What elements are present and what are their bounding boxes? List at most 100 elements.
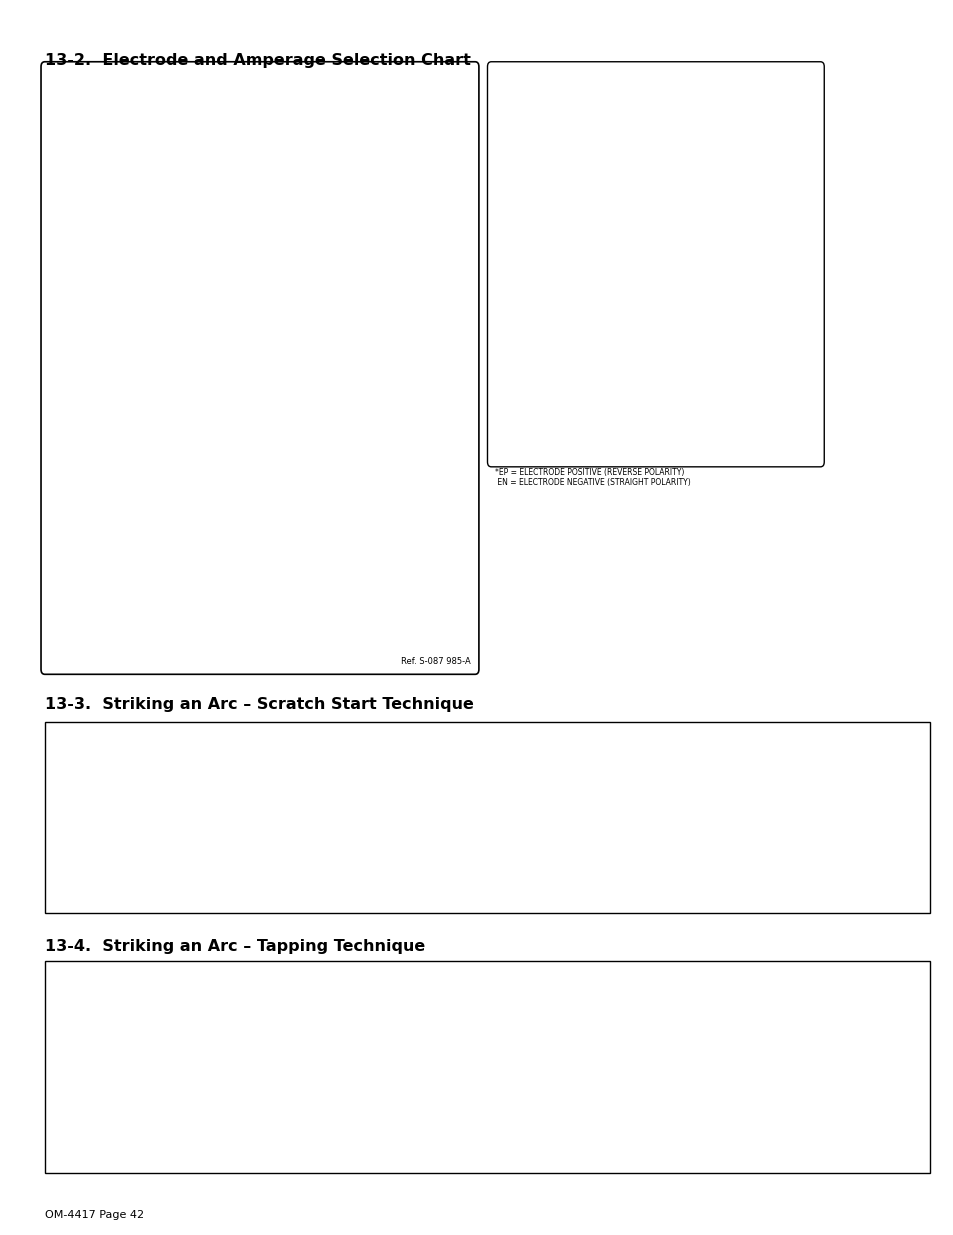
Bar — [176, 247, 200, 257]
Text: 1/8: 1/8 — [129, 353, 141, 362]
Text: 13-2.  Electrode and Amperage Selection Chart: 13-2. Electrode and Amperage Selection C… — [45, 53, 470, 68]
Text: S-0049: S-0049 — [883, 893, 918, 903]
Text: 5/64: 5/64 — [126, 248, 143, 257]
Text: ALL: ALL — [607, 246, 623, 254]
Text: 3: 3 — [360, 862, 369, 876]
Bar — [211, 273, 249, 284]
Text: 3/32: 3/32 — [126, 261, 143, 269]
Text: 13-3.  Striking an Arc – Scratch Start Technique: 13-3. Striking an Arc – Scratch Start Te… — [45, 697, 474, 711]
Bar — [242, 194, 297, 205]
Text: CAST IRON: CAST IRON — [729, 396, 775, 406]
Text: 3/32: 3/32 — [126, 496, 143, 506]
Text: Drag electrode across workpiece
like striking a match; lift electrode
slightly a: Drag electrode across workpiece like str… — [615, 782, 794, 858]
Text: LOW HYDROGEN,
STRONG: LOW HYDROGEN, STRONG — [715, 316, 788, 336]
Bar — [304, 326, 380, 336]
Bar — [211, 168, 249, 179]
Bar — [207, 417, 234, 429]
Polygon shape — [160, 1026, 514, 1063]
Text: 3/16: 3/16 — [126, 458, 143, 467]
Bar — [245, 510, 287, 520]
Text: 1: 1 — [350, 730, 357, 742]
Text: 3/16: 3/16 — [126, 300, 143, 309]
Text: 7014: 7014 — [70, 373, 91, 382]
Text: 7/32: 7/32 — [126, 209, 143, 217]
Text: FLAT
HORIZ
FILLET: FLAT HORIZ FILLET — [600, 348, 629, 379]
Text: ✓: ✓ — [578, 435, 585, 443]
Bar — [280, 378, 338, 389]
Text: 1/8: 1/8 — [129, 641, 141, 651]
Text: 150: 150 — [263, 135, 270, 148]
Text: 1/4: 1/4 — [129, 405, 141, 414]
Text: 200: 200 — [298, 135, 304, 148]
Text: 7/32: 7/32 — [126, 550, 143, 558]
Text: DEEP: DEEP — [651, 170, 674, 179]
Polygon shape — [149, 814, 447, 851]
Text: EP: EP — [549, 396, 559, 406]
Text: 3/16: 3/16 — [126, 536, 143, 546]
Text: POSITION: POSITION — [611, 93, 619, 133]
Text: EP,EN: EP,EN — [541, 246, 567, 254]
Text: SMOOTH, EASY,
FAST: SMOOTH, EASY, FAST — [719, 278, 784, 298]
Text: 5/32: 5/32 — [126, 287, 143, 296]
Polygon shape — [160, 1063, 458, 1108]
Text: ALL: ALL — [607, 170, 623, 179]
Bar — [172, 233, 190, 245]
Text: ✓: ✓ — [578, 246, 585, 254]
Text: 1    Electrode: 1 Electrode — [615, 737, 693, 751]
Text: ✓: ✓ — [578, 359, 585, 368]
Text: DC*: DC* — [550, 105, 558, 121]
Text: LOW: LOW — [652, 321, 673, 330]
Text: EP: EP — [549, 321, 559, 330]
Text: 13-4.  Striking an Arc – Tapping Technique: 13-4. Striking an Arc – Tapping Techniqu… — [45, 939, 425, 953]
Text: 3/32: 3/32 — [126, 576, 143, 585]
Text: Ni-Cl: Ni-Cl — [70, 595, 90, 605]
Bar — [255, 615, 297, 625]
Text: 1/8: 1/8 — [129, 274, 141, 283]
Bar — [276, 312, 335, 324]
Bar — [280, 457, 335, 468]
Text: ALL: ALL — [607, 207, 623, 217]
Text: 2    Workpiece: 2 Workpiece — [615, 995, 699, 1008]
Text: LOW: LOW — [652, 359, 673, 368]
Bar — [228, 496, 259, 506]
Text: 250: 250 — [333, 135, 338, 148]
Text: ELECTRODE: ELECTRODE — [512, 88, 520, 138]
Text: 3    Arc: 3 Arc — [615, 1013, 657, 1026]
Text: ✓: ✓ — [578, 207, 585, 217]
Text: 1/8: 1/8 — [129, 589, 141, 598]
Text: 5/32: 5/32 — [126, 366, 143, 374]
Text: 6013: 6013 — [70, 280, 91, 289]
Text: ALL: ALL — [607, 396, 623, 406]
Text: PENETRATION: PENETRATION — [658, 84, 667, 142]
Bar — [262, 366, 304, 375]
Text: ✓: ✓ — [578, 284, 585, 293]
Text: 3/16: 3/16 — [126, 379, 143, 388]
Text: S-0050: S-0050 — [883, 1153, 918, 1163]
Text: ALL: ALL — [607, 435, 623, 443]
Text: 3: 3 — [366, 1118, 374, 1131]
Text: 2: 2 — [583, 802, 591, 815]
Text: 6010: 6010 — [505, 170, 528, 179]
Text: 7/32: 7/32 — [126, 391, 143, 401]
Text: 1/8: 1/8 — [129, 510, 141, 519]
Text: 100: 100 — [229, 135, 234, 148]
Text: 1/4: 1/4 — [129, 484, 141, 493]
Text: 3/32: 3/32 — [126, 156, 143, 164]
Text: MED: MED — [652, 284, 673, 293]
Text: 2    Workpiece: 2 Workpiece — [615, 753, 699, 767]
Bar — [262, 443, 297, 454]
Text: Bring electrode straight down to
workpiece; then lift slightly to start
arc. If : Bring electrode straight down to workpie… — [615, 1028, 814, 1089]
Bar — [332, 548, 400, 559]
Bar — [297, 221, 376, 231]
Bar — [211, 338, 249, 350]
Text: LOW: LOW — [652, 246, 673, 254]
Text: 300: 300 — [367, 135, 373, 148]
Bar — [304, 536, 380, 546]
Bar — [270, 522, 325, 534]
Text: ALL: ALL — [607, 284, 623, 293]
Text: GENERAL: GENERAL — [732, 246, 771, 254]
Text: 400: 400 — [436, 135, 442, 148]
Text: 50: 50 — [194, 138, 200, 148]
Bar — [349, 404, 470, 415]
Text: AMPERAGE
RANGE: AMPERAGE RANGE — [290, 98, 339, 116]
